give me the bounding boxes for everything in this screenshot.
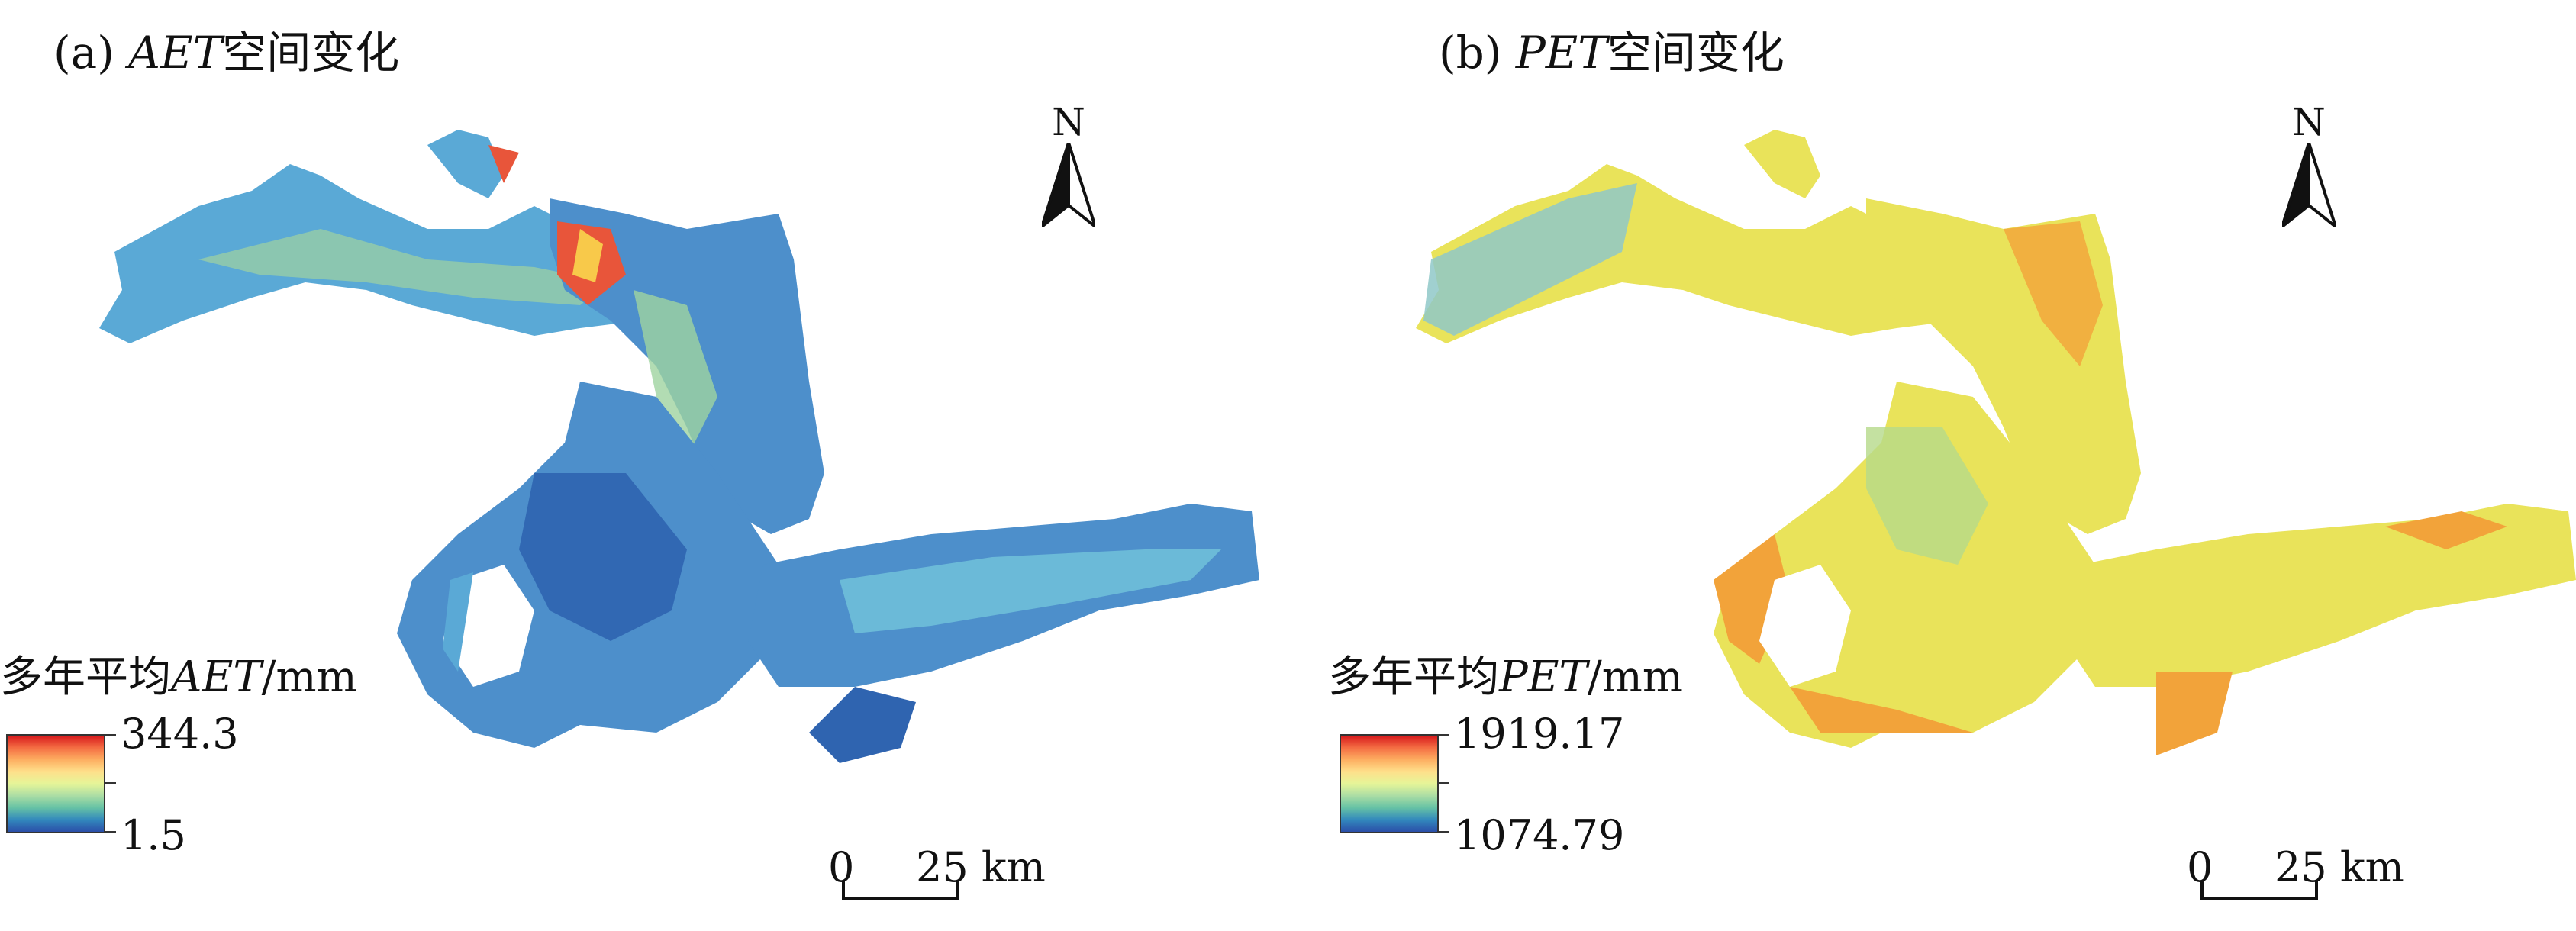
title-variable: PET (1515, 27, 1607, 79)
legend-max-value: 1919.17 (1454, 710, 1625, 758)
legend-title-unit: /mm (1587, 652, 1683, 702)
north-arrow-icon (2282, 143, 2336, 227)
scale-label-zero: 0 (828, 843, 855, 891)
panel-a-title: (a) AET空间变化 (53, 17, 399, 81)
legend-title-prefix: 多年平均 (1328, 652, 1499, 702)
scale-label-zero: 0 (2187, 843, 2213, 891)
north-arrow: N (2275, 103, 2343, 233)
panel-pet: (b) PET空间变化 N 多年平均PET/mm 19 (1317, 0, 2576, 907)
scale-bar-line (842, 881, 959, 900)
legend-title: 多年平均PET/mm (1328, 643, 1683, 704)
panel-b-title: (b) PET空间变化 (1439, 17, 1785, 81)
title-suffix: 空间变化 (1607, 27, 1785, 79)
scale-bar: 0 25 km (828, 843, 1046, 931)
title-prefix: (b) (1439, 27, 1516, 79)
legend-min-value: 1074.79 (1454, 811, 1625, 859)
north-label: N (2292, 100, 2326, 144)
legend-tick-mid (105, 782, 116, 784)
scale-bar-line (2200, 881, 2318, 900)
scale-label-distance: 25 km (2275, 843, 2404, 891)
legend-tick-max (1439, 734, 1449, 736)
aet-region (99, 130, 1259, 763)
pet-map (1416, 130, 2576, 755)
title-suffix: 空间变化 (222, 27, 400, 79)
scale-bar: 0 25 km (2187, 843, 2404, 931)
legend-min-value: 1.5 (121, 811, 186, 859)
legend-title-variable: AET (171, 652, 262, 702)
panel-aet: (a) AET空间变化 N (0, 0, 1259, 907)
legend-color-ramp (1340, 734, 1439, 833)
aet-map (99, 130, 1259, 763)
title-prefix: (a) (53, 27, 129, 79)
north-label: N (1052, 100, 1085, 144)
legend-max-value: 344.3 (121, 710, 239, 758)
legend-tick-mid (1439, 782, 1449, 784)
scale-label-distance: 25 km (916, 843, 1046, 891)
legend-tick-min (105, 831, 116, 833)
title-variable: AET (128, 27, 223, 79)
legend-ticks (1439, 734, 1454, 833)
pet-region (1416, 130, 2576, 755)
legend-color-ramp (6, 734, 105, 833)
north-arrow: N (1034, 103, 1103, 233)
legend-title-variable: PET (1499, 652, 1588, 702)
legend-ticks (105, 734, 121, 833)
north-arrow-icon (1042, 143, 1095, 227)
legend-tick-min (1439, 831, 1449, 833)
legend-tick-max (105, 734, 116, 736)
legend-title: 多年平均AET/mm (0, 643, 357, 704)
legend-title-unit: /mm (261, 652, 357, 702)
legend-title-prefix: 多年平均 (0, 652, 171, 702)
